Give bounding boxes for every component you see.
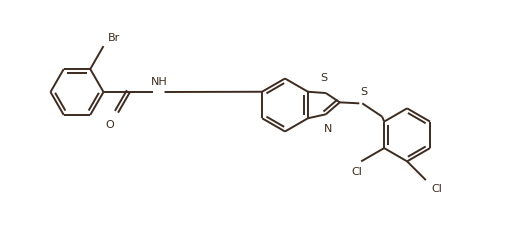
Text: NH: NH [151, 77, 168, 87]
Text: O: O [105, 120, 114, 130]
Text: Br: Br [107, 33, 120, 43]
Text: S: S [320, 73, 328, 83]
Text: Cl: Cl [352, 167, 363, 177]
Text: Cl: Cl [432, 184, 443, 194]
Text: N: N [323, 124, 332, 134]
Text: S: S [361, 87, 368, 97]
